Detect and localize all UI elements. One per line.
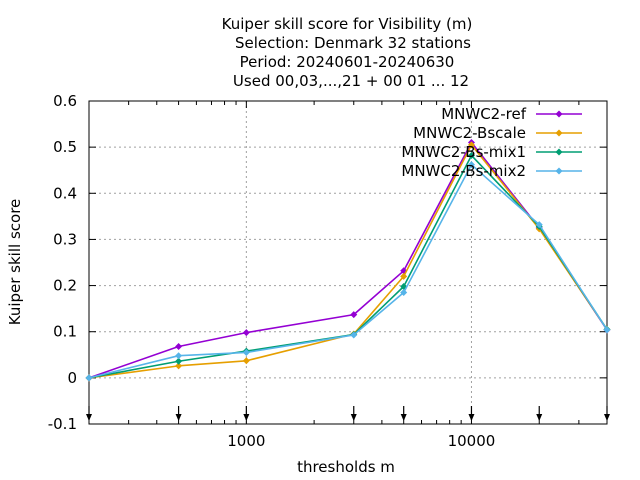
series-line [88, 163, 608, 379]
data-point [467, 151, 475, 159]
title-line-2: Selection: Denmark 32 stations [235, 34, 471, 52]
x-tick-label: 10000 [448, 432, 496, 450]
data-point [400, 272, 408, 280]
series-line [88, 154, 608, 379]
data-point [400, 288, 408, 296]
data-point [175, 357, 183, 365]
data-point [175, 352, 183, 360]
data-point [467, 161, 475, 169]
threshold-arrow-head [86, 414, 92, 421]
threshold-arrow-head [604, 414, 610, 421]
threshold-arrow-head [175, 414, 182, 421]
x-axis-label: thresholds m [297, 458, 395, 476]
threshold-arrow-head [468, 414, 475, 421]
grid [89, 101, 607, 424]
legend-label: MNWC2-Bs-mix1 [401, 143, 526, 161]
threshold-arrow-head [536, 414, 543, 421]
y-axis-label: Kuiper skill score [6, 199, 24, 326]
y-tick-label: 0.4 [53, 184, 77, 202]
legend-label: MNWC2-ref [441, 105, 526, 123]
y-tick-label: 0.5 [53, 138, 77, 156]
legend: MNWC2-refMNWC2-BscaleMNWC2-Bs-mix1MNWC2-… [401, 105, 582, 180]
data-point [242, 357, 250, 365]
y-tick-label: 0.2 [53, 277, 77, 295]
series-lines [85, 139, 611, 382]
plot-frame [88, 100, 608, 425]
threshold-arrow-head [243, 414, 250, 421]
y-tick-label: -0.1 [48, 415, 77, 433]
legend-swatch-marker [555, 110, 563, 118]
y-tick-label: 0 [67, 369, 77, 387]
data-point [85, 374, 93, 382]
data-point [175, 342, 183, 350]
data-point [350, 331, 358, 339]
data-point [603, 326, 611, 334]
legend-label: MNWC2-Bscale [413, 124, 526, 142]
title-line-3: Period: 20240601-20240630 [240, 53, 455, 71]
data-point [242, 348, 250, 356]
axes: -0.1 0 0.1 0.2 0.3 0.4 0.5 0.6 1000 10000 [48, 92, 608, 450]
y-tick-label: 0.3 [53, 230, 77, 248]
x-tick-label: 1000 [227, 432, 265, 450]
y-tick-label: 0.1 [53, 323, 77, 341]
chart-title: Kuiper skill score for Visibility (m) Se… [222, 15, 473, 90]
title-line-1: Kuiper skill score for Visibility (m) [222, 15, 473, 33]
data-point [535, 221, 543, 229]
title-line-4: Used 00,03,...,21 + 00 01 ... 12 [233, 72, 469, 90]
legend-swatch-marker [555, 129, 563, 137]
threshold-markers [86, 406, 610, 421]
data-point [467, 141, 475, 149]
legend-label: MNWC2-Bs-mix2 [401, 162, 526, 180]
series-line [88, 144, 608, 379]
legend-swatch-marker [555, 148, 563, 156]
y-tick-label: 0.6 [53, 92, 77, 110]
threshold-arrow-head [400, 414, 407, 421]
data-point [350, 311, 358, 319]
data-point [242, 329, 250, 337]
data-point [175, 362, 183, 370]
series-line [88, 141, 608, 379]
legend-swatch-marker [555, 167, 563, 175]
threshold-arrow-head [350, 414, 357, 421]
